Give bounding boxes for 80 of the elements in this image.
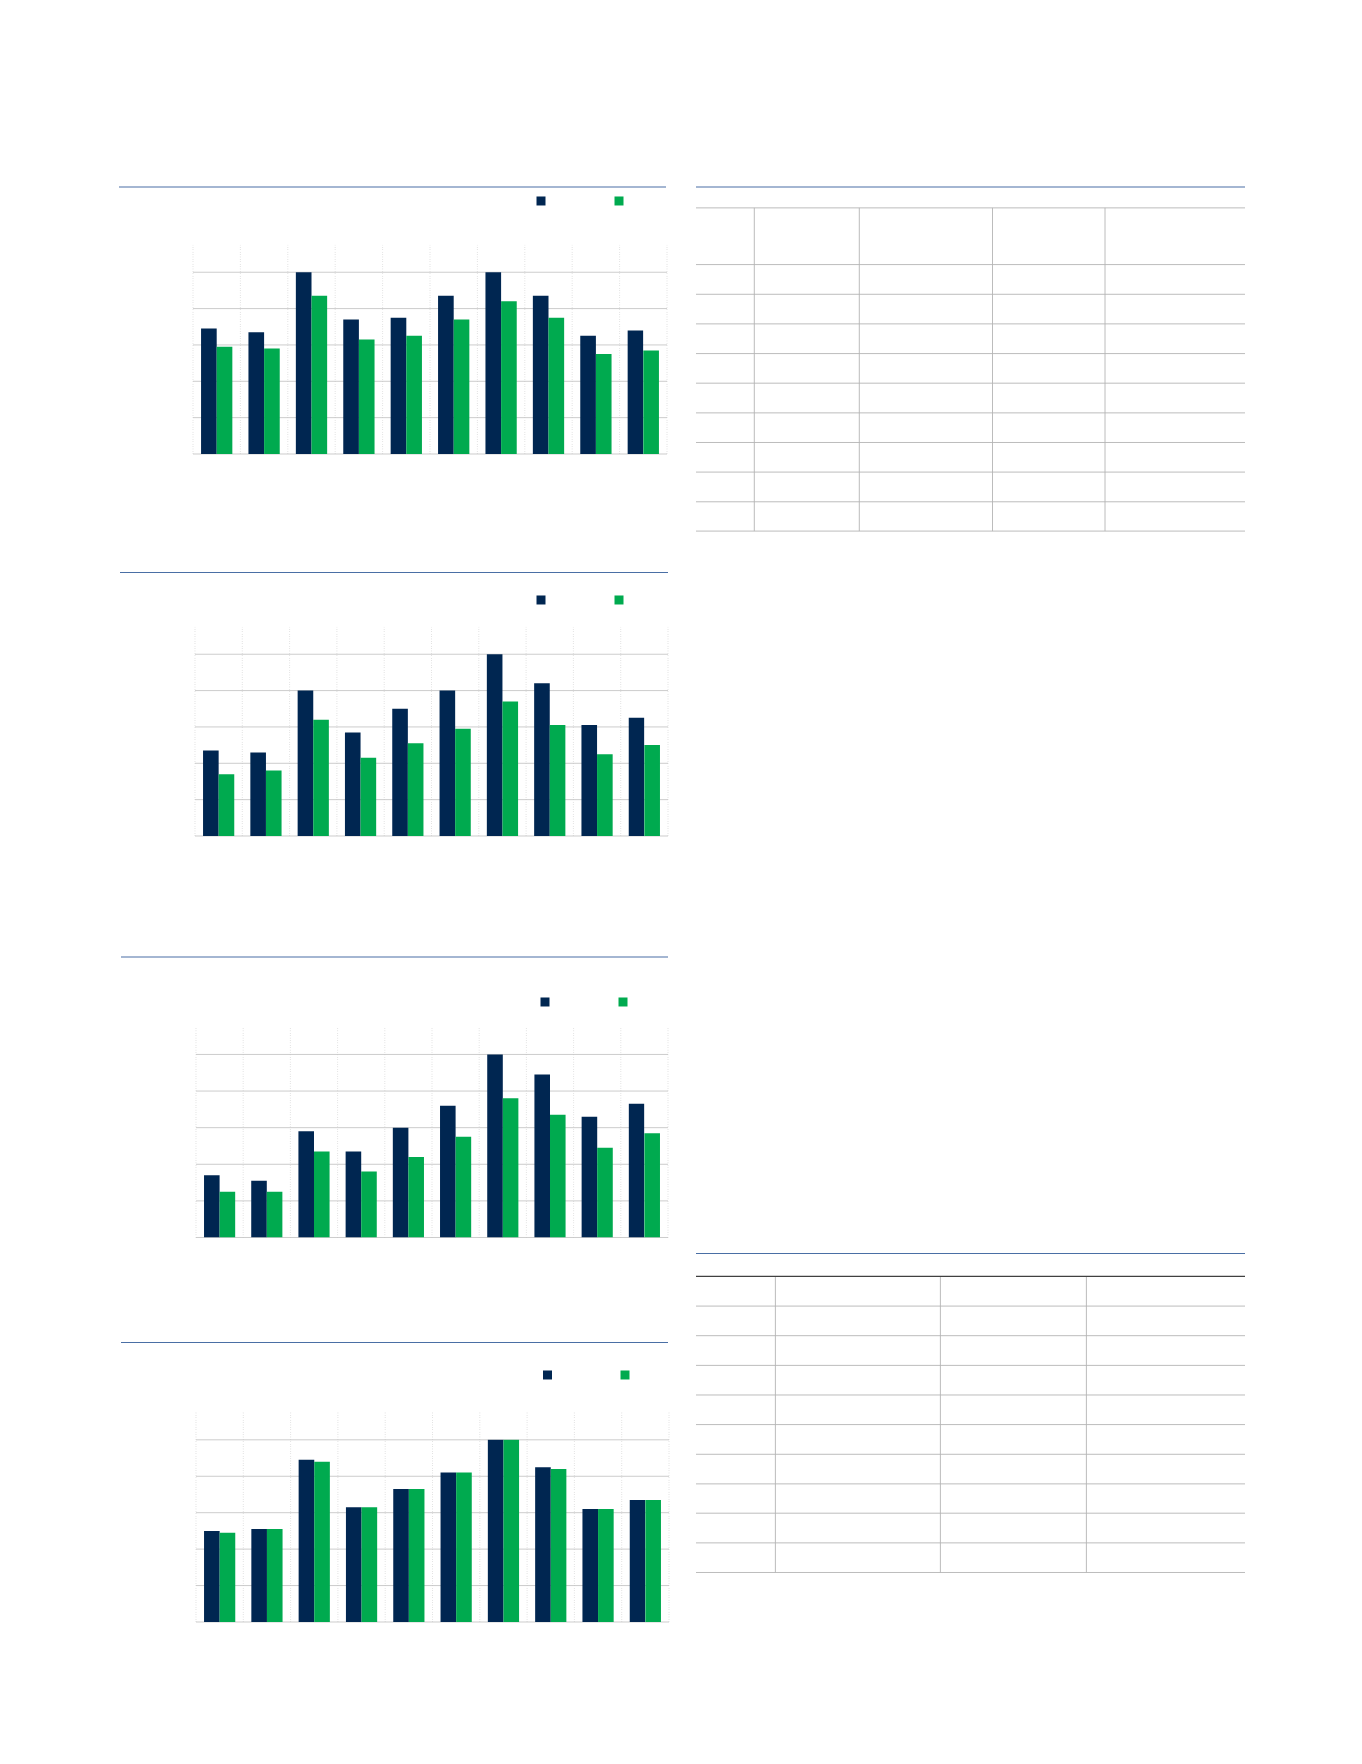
bar bbox=[486, 654, 503, 836]
bar bbox=[440, 1105, 456, 1238]
bar bbox=[311, 295, 328, 454]
bar bbox=[485, 272, 502, 454]
bar bbox=[298, 1459, 315, 1622]
bar bbox=[219, 1532, 236, 1622]
bar bbox=[408, 1489, 425, 1622]
bar bbox=[344, 732, 361, 836]
bar bbox=[534, 683, 550, 836]
bar bbox=[203, 750, 219, 836]
bar bbox=[534, 1074, 550, 1238]
bar bbox=[455, 1136, 472, 1238]
bar bbox=[393, 1489, 409, 1622]
bar bbox=[250, 752, 266, 836]
bar bbox=[218, 774, 235, 836]
bar bbox=[597, 754, 613, 836]
bar bbox=[440, 1472, 457, 1622]
bar bbox=[295, 272, 312, 454]
bar bbox=[535, 1467, 551, 1622]
bar bbox=[204, 1175, 220, 1238]
bar bbox=[392, 1127, 409, 1238]
bar bbox=[264, 348, 280, 454]
bar bbox=[580, 335, 596, 454]
bar bbox=[595, 354, 612, 454]
bar bbox=[550, 1468, 567, 1622]
bar bbox=[598, 1509, 614, 1622]
bar bbox=[266, 1529, 283, 1622]
bar bbox=[361, 1171, 377, 1238]
bar bbox=[266, 1191, 283, 1238]
bar bbox=[358, 339, 375, 454]
bar bbox=[392, 708, 408, 836]
bar bbox=[248, 332, 265, 454]
bar bbox=[532, 295, 549, 454]
bar bbox=[582, 1509, 599, 1622]
bar bbox=[628, 1103, 645, 1238]
bar bbox=[361, 1507, 378, 1622]
bar bbox=[313, 719, 329, 836]
bar bbox=[581, 1116, 598, 1238]
bar bbox=[487, 1439, 504, 1622]
bar bbox=[502, 701, 519, 836]
bar bbox=[597, 1147, 613, 1238]
bar bbox=[550, 1114, 566, 1238]
bar bbox=[407, 743, 424, 836]
bar bbox=[645, 1499, 661, 1622]
bar bbox=[406, 335, 422, 454]
bar bbox=[453, 319, 470, 454]
bar bbox=[455, 728, 471, 836]
bar bbox=[628, 717, 645, 836]
bar bbox=[503, 1439, 520, 1622]
bar bbox=[644, 1133, 660, 1238]
bar bbox=[297, 690, 314, 836]
bar bbox=[438, 295, 454, 454]
bar bbox=[298, 1131, 314, 1238]
bar bbox=[345, 1507, 362, 1622]
bar bbox=[343, 319, 359, 454]
bar bbox=[408, 1156, 424, 1238]
bar bbox=[251, 1529, 267, 1622]
bar bbox=[314, 1461, 330, 1622]
bar bbox=[644, 745, 660, 836]
bar bbox=[581, 725, 598, 836]
bar bbox=[204, 1530, 220, 1622]
bar bbox=[487, 1054, 503, 1238]
bar bbox=[314, 1151, 330, 1238]
bar bbox=[439, 690, 456, 836]
bar bbox=[456, 1472, 472, 1622]
bar bbox=[501, 301, 517, 454]
bar bbox=[251, 1180, 267, 1238]
bar bbox=[390, 317, 407, 454]
bar bbox=[549, 725, 566, 836]
bar bbox=[345, 1151, 362, 1238]
bar bbox=[502, 1098, 519, 1238]
bar bbox=[643, 350, 659, 454]
bar bbox=[627, 330, 644, 454]
bar bbox=[265, 770, 282, 836]
bar bbox=[216, 346, 233, 454]
bar bbox=[360, 757, 377, 836]
bar bbox=[548, 317, 565, 454]
bar bbox=[201, 328, 217, 454]
bar bbox=[629, 1499, 646, 1622]
bar bbox=[219, 1191, 236, 1238]
